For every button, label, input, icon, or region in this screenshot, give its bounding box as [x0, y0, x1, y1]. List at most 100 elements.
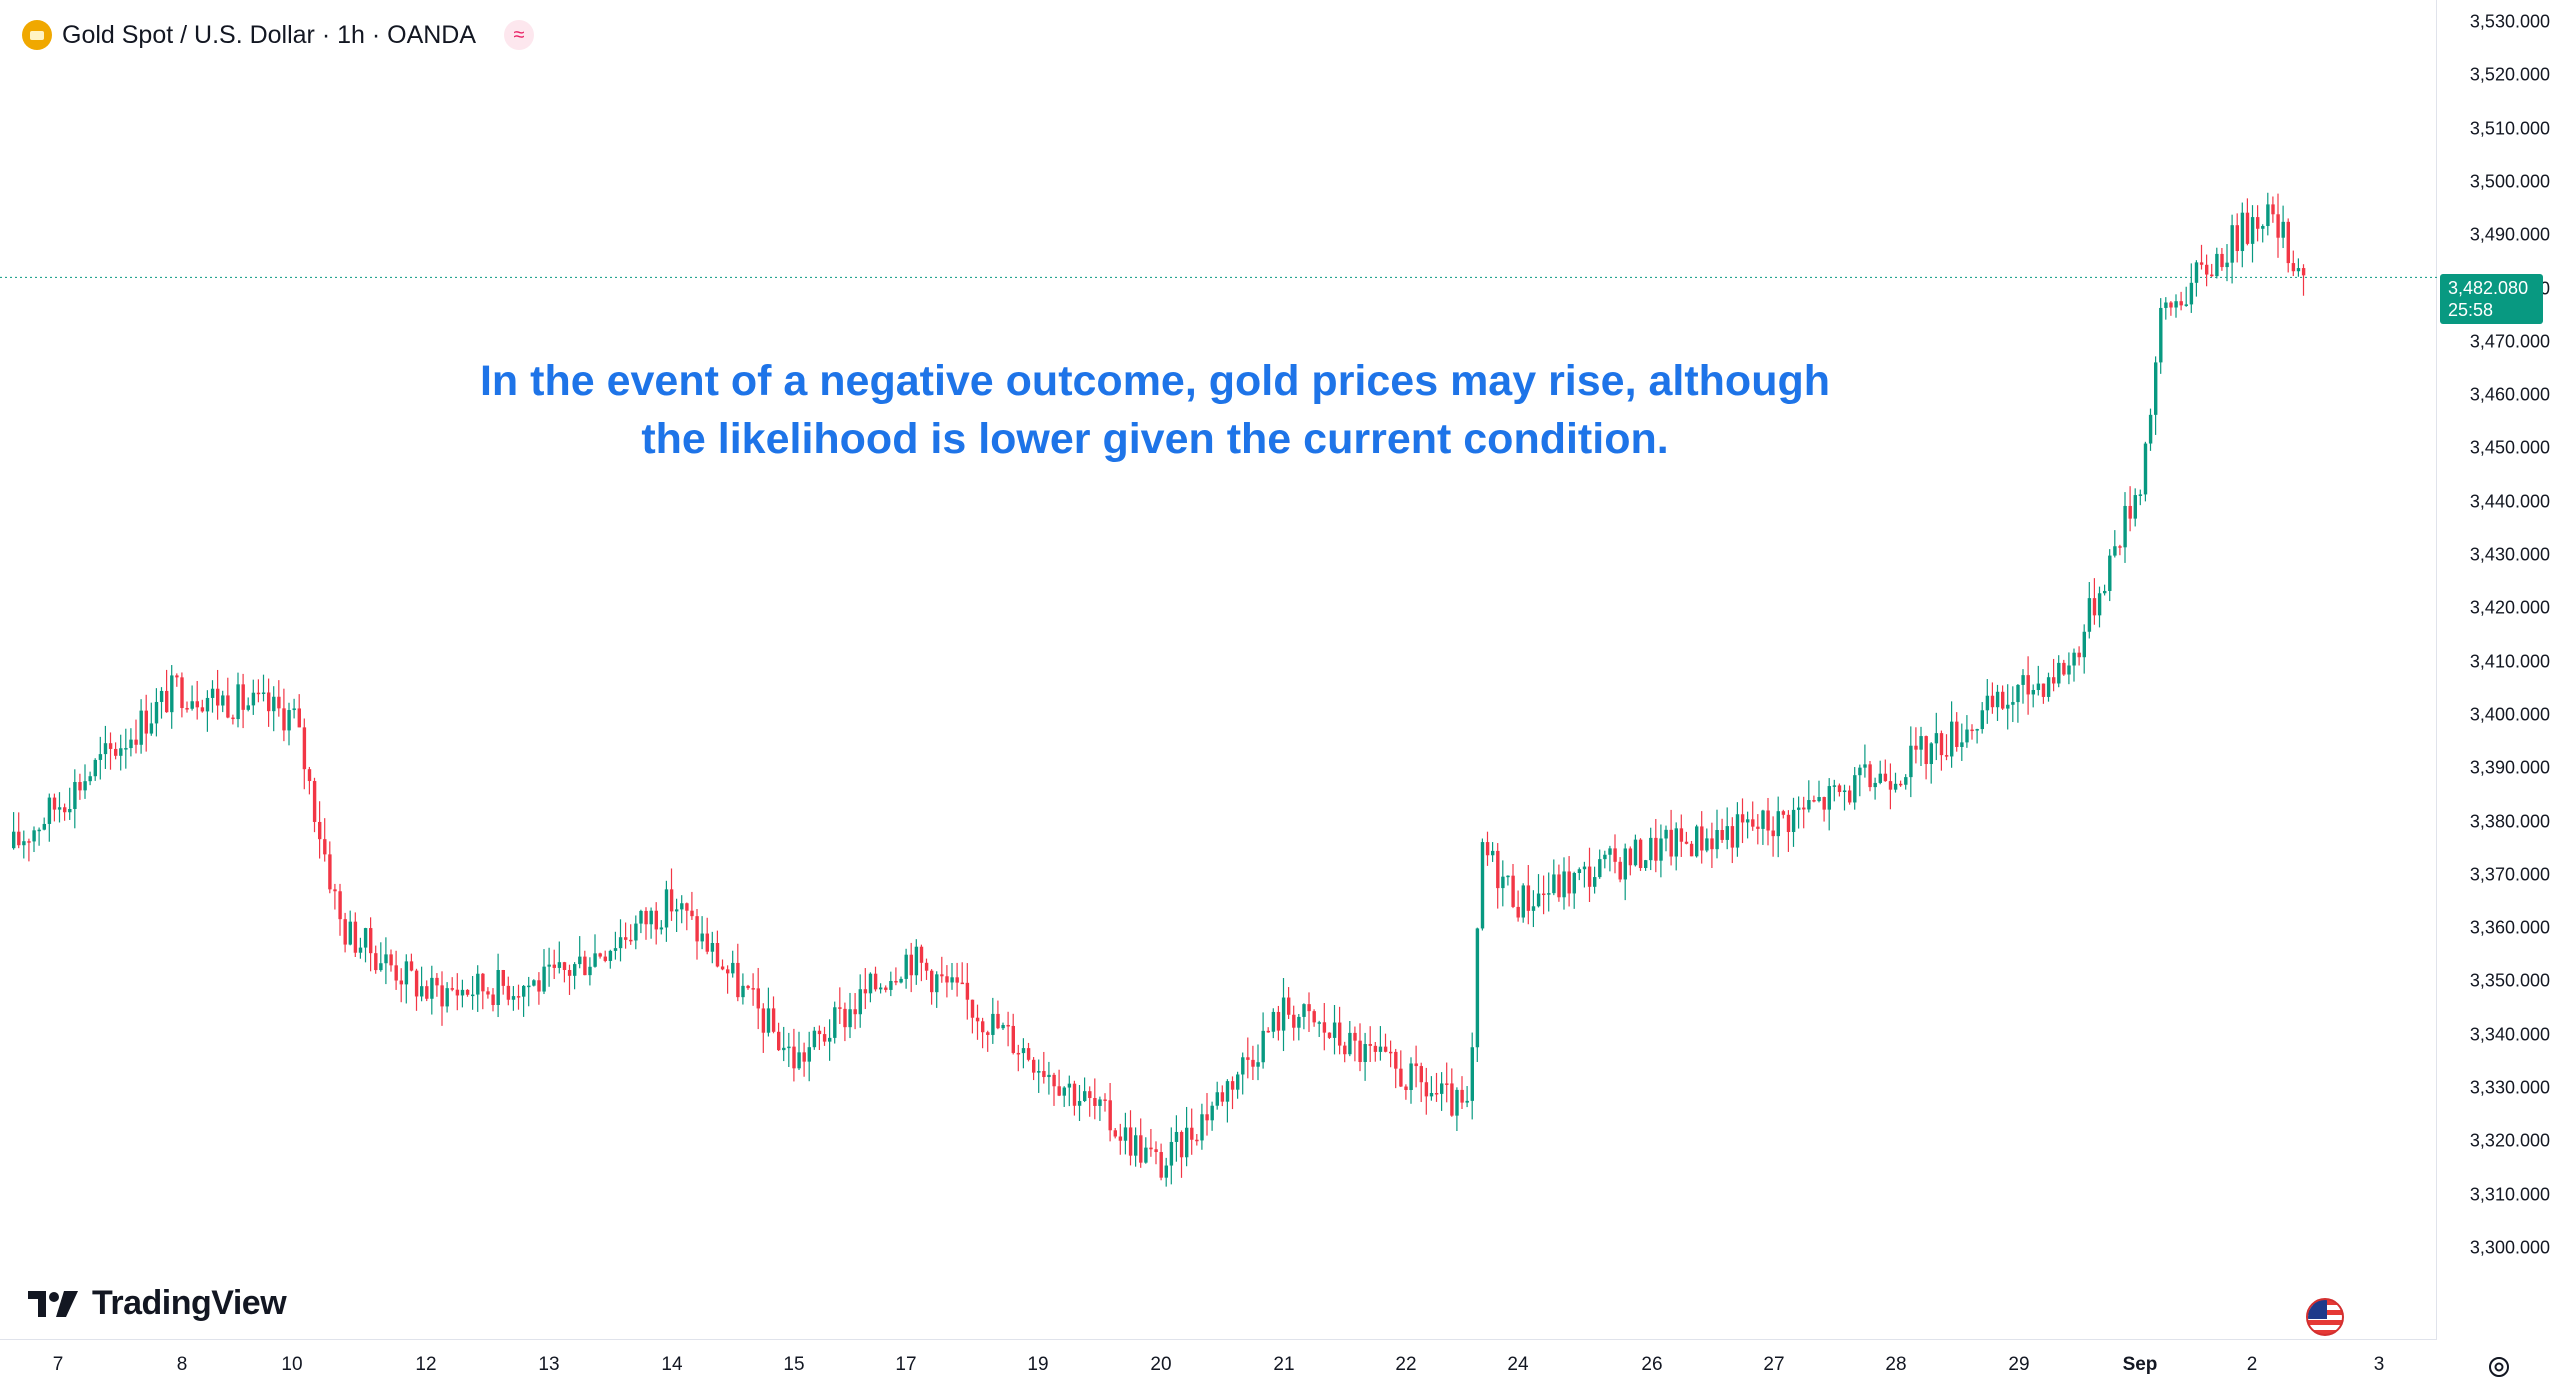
- candle: [1414, 1045, 1418, 1088]
- us-flag-icon[interactable]: [2306, 1298, 2344, 1336]
- candle: [1404, 1084, 1408, 1100]
- candle: [471, 975, 475, 1010]
- candle: [787, 1032, 791, 1067]
- settings-corner[interactable]: [2437, 1340, 2560, 1394]
- time-axis-label: 24: [1507, 1354, 1529, 1375]
- candle: [603, 950, 607, 963]
- candle: [1700, 811, 1704, 864]
- candle: [1169, 1127, 1174, 1185]
- candle: [552, 949, 556, 980]
- candle: [578, 936, 582, 969]
- tradingview-logo[interactable]: TradingView: [28, 1284, 287, 1323]
- candle: [78, 773, 82, 800]
- candle: [1812, 795, 1816, 803]
- candle: [2036, 665, 2041, 696]
- candle: [1623, 843, 1627, 901]
- candle: [139, 699, 143, 754]
- time-axis-label: 27: [1763, 1354, 1785, 1375]
- candle: [1883, 759, 1888, 782]
- candle: [2199, 244, 2204, 270]
- time-axis[interactable]: 7 8 10 12 13 14 15 17 19 20 21 22 24 26 27 28 29 Sep 2 3: [0, 1340, 2437, 1394]
- approx-wave-icon[interactable]: ≈: [504, 20, 535, 50]
- candle: [2103, 584, 2107, 596]
- candle: [1353, 1026, 1357, 1062]
- candle: [1562, 857, 1566, 910]
- candle: [2057, 655, 2061, 688]
- candle: [1394, 1048, 1398, 1089]
- candle: [644, 907, 648, 940]
- price-axis-label: 3,440.000: [2469, 491, 2550, 512]
- candle: [1205, 1093, 1209, 1136]
- candle: [1786, 810, 1791, 852]
- candle: [527, 976, 531, 1007]
- candle: [838, 987, 842, 1025]
- candle: [343, 912, 347, 953]
- candle: [1338, 1006, 1342, 1055]
- time-axis-label: 20: [1150, 1354, 1172, 1375]
- settings-gear-icon[interactable]: [2486, 1354, 2512, 1380]
- time-axis-label: 10: [281, 1354, 303, 1375]
- candle: [52, 793, 57, 822]
- candle: [1531, 890, 1536, 928]
- candle: [1521, 883, 1525, 923]
- candle: [904, 948, 908, 989]
- candle: [1567, 856, 1571, 907]
- candle: [251, 679, 256, 715]
- candle: [129, 728, 133, 757]
- candle: [970, 999, 975, 1034]
- candle: [1108, 1082, 1112, 1142]
- candle: [1276, 1005, 1281, 1041]
- candle: [2113, 530, 2117, 558]
- candle: [1791, 797, 1796, 847]
- candle: [210, 680, 215, 713]
- symbol-header[interactable]: Gold Spot / U.S. Dollar · 1h · OANDA ≈: [22, 18, 535, 52]
- price-axis-label: 3,490.000: [2469, 224, 2550, 245]
- candle: [1057, 1069, 1061, 1097]
- candle: [680, 895, 684, 924]
- candle: [2169, 301, 2173, 316]
- candle: [1399, 1050, 1403, 1087]
- chart-annotation: In the event of a negative outcome, gold…: [300, 352, 2010, 468]
- candle: [2077, 646, 2081, 666]
- candle: [1628, 846, 1633, 876]
- candle: [1888, 763, 1893, 810]
- candle: [2148, 408, 2153, 451]
- candle: [1613, 834, 1617, 874]
- price-axis[interactable]: 3,530.000 3,520.000 3,510.000 3,500.000 3,49…: [2437, 0, 2560, 1340]
- candle: [2108, 549, 2112, 602]
- candle: [1638, 838, 1643, 871]
- candle: [241, 673, 245, 729]
- candle: [1001, 1022, 1005, 1030]
- candle: [1822, 796, 1826, 822]
- candle: [1725, 807, 1729, 850]
- candle: [2092, 578, 2097, 625]
- candle: [766, 987, 771, 1037]
- candle: [216, 669, 220, 720]
- candle: [634, 915, 638, 950]
- candle: [450, 977, 454, 992]
- chart-pane[interactable]: Gold Spot / U.S. Dollar · 1h · OANDA ≈ I…: [0, 0, 2437, 1340]
- candle: [282, 688, 286, 742]
- price-axis-label: 3,330.000: [2469, 1077, 2550, 1098]
- candle: [2128, 486, 2132, 532]
- price-axis-label: 3,420.000: [2469, 597, 2550, 618]
- candle: [2082, 624, 2086, 674]
- candle: [542, 949, 546, 995]
- candle: [629, 924, 633, 945]
- candle: [557, 941, 562, 974]
- candle: [256, 679, 261, 703]
- annotation-line-2: the likelihood is lower given the curren…: [641, 415, 1669, 463]
- candle: [1970, 724, 1974, 740]
- candle: [1103, 1093, 1107, 1112]
- candle: [1246, 1037, 1250, 1079]
- candle: [924, 958, 929, 980]
- candle: [1797, 796, 1801, 829]
- candle: [1434, 1072, 1439, 1102]
- candle: [1261, 1012, 1265, 1069]
- candle: [1281, 978, 1286, 1052]
- time-axis-label: 14: [661, 1354, 683, 1375]
- candle: [1491, 842, 1495, 862]
- candle: [236, 672, 240, 728]
- candle: [180, 672, 184, 718]
- candle: [1710, 822, 1714, 868]
